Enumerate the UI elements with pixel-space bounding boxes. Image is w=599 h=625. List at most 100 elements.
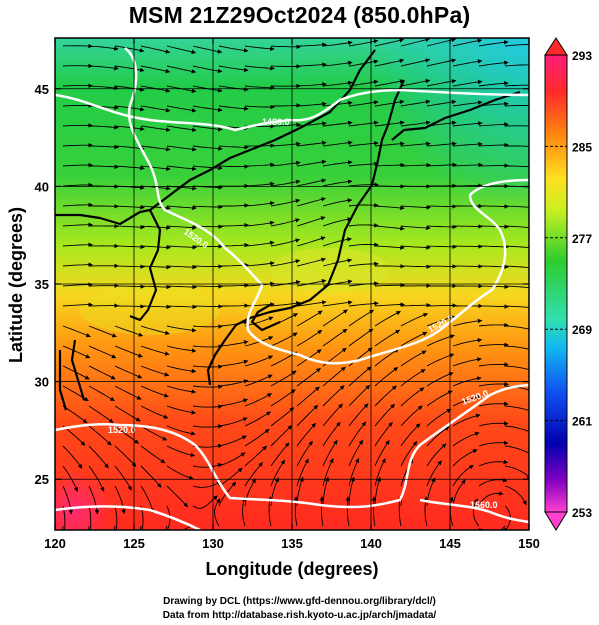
- streamline-arrow: [504, 285, 529, 288]
- streamline-arrow: [426, 372, 454, 387]
- streamline-arrow: [452, 413, 481, 427]
- streamline-arrow: [218, 398, 248, 407]
- streamline-arrow: [114, 244, 145, 250]
- streamline-arrow: [244, 393, 272, 407]
- streamline-arrow: [270, 160, 301, 167]
- streamline-arrow: [322, 60, 353, 67]
- y-tick-label: 30: [35, 375, 49, 390]
- streamline-arrow: [192, 165, 223, 171]
- streamline-arrow: [296, 386, 320, 407]
- streamline-arrow: [374, 310, 401, 327]
- streamline-arrow: [322, 385, 345, 407]
- streamline-arrow: [400, 331, 428, 347]
- streamline-arrow: [62, 262, 93, 267]
- x-tick-label: 125: [123, 536, 145, 551]
- streamline-arrow: [270, 238, 301, 247]
- streamline-arrow: [192, 65, 223, 74]
- streamline-arrow: [244, 355, 274, 367]
- streamline-arrow: [296, 140, 327, 147]
- streamline-arrow: [400, 387, 425, 407]
- streamline-arrow: [219, 203, 249, 208]
- streamline-arrow: [452, 141, 483, 147]
- streamline-arrow: [478, 244, 509, 250]
- streamline-arrow: [472, 498, 480, 527]
- streamline-arrow: [114, 45, 145, 53]
- streamline-arrow: [322, 198, 353, 207]
- streamline-arrow: [296, 42, 327, 48]
- streamline-arrow: [192, 495, 218, 509]
- streamline-arrow: [140, 125, 171, 132]
- streamline-arrow: [166, 205, 197, 211]
- colorbar-tick-label: 277: [572, 232, 592, 246]
- streamline-arrow: [400, 99, 431, 107]
- streamline-arrow: [504, 365, 529, 370]
- streamline-arrow: [140, 405, 169, 419]
- streamline-arrow: [114, 445, 137, 467]
- streamline-arrow: [504, 405, 529, 412]
- streamline-arrow: [400, 245, 431, 250]
- streamline-arrow: [322, 120, 353, 127]
- streamline-arrow: [241, 496, 246, 527]
- streamline-arrow: [452, 100, 483, 107]
- streamline-arrow: [114, 85, 145, 92]
- streamline-arrow: [192, 284, 223, 289]
- streamline-arrow: [140, 485, 155, 514]
- streamline-arrow: [166, 225, 197, 230]
- streamline-arrow: [114, 65, 145, 73]
- streamline-arrow: [479, 204, 509, 209]
- streamline-arrow: [452, 318, 483, 327]
- streamline-arrow: [218, 467, 243, 487]
- streamline-arrow: [270, 122, 301, 128]
- height-contours: [55, 47, 529, 530]
- streamline-arrow: [166, 125, 197, 132]
- streamline-arrow: [192, 344, 223, 349]
- streamline-arrow: [140, 345, 170, 356]
- colorbar-gradient: [544, 54, 568, 513]
- streamline-arrow: [452, 264, 483, 269]
- streamline-arrow: [478, 60, 509, 67]
- streamline-arrow: [62, 325, 91, 338]
- streamline-arrow: [504, 64, 529, 67]
- streamline-arrow: [452, 357, 482, 367]
- streamline-arrow: [504, 485, 527, 506]
- streamline-arrow: [192, 125, 223, 132]
- y-tick-label: 25: [35, 472, 49, 487]
- streamline-arrow: [348, 476, 355, 507]
- streamline-arrow: [400, 162, 431, 168]
- streamline-arrow: [322, 458, 334, 487]
- streamline-arrow: [348, 223, 379, 228]
- streamline-arrow: [88, 325, 117, 338]
- x-tick-label: 145: [439, 536, 461, 551]
- streamline-arrow: [218, 164, 249, 169]
- streamline-arrow: [140, 365, 170, 377]
- streamline-arrow: [140, 145, 171, 152]
- streamline-arrow: [348, 182, 379, 187]
- streamline-arrow: [348, 366, 372, 387]
- streamline-arrow: [166, 425, 196, 436]
- streamline-arrow: [322, 237, 352, 247]
- streamline-arrow: [166, 345, 197, 353]
- streamline-arrow: [452, 464, 474, 487]
- streamline-arrow: [218, 452, 246, 467]
- streamline-arrow: [270, 332, 298, 347]
- colorbar-tick-label: 261: [572, 415, 592, 429]
- streamline-arrow: [296, 197, 326, 207]
- streamline-arrow: [244, 181, 275, 187]
- streamline-arrow: [296, 367, 321, 387]
- x-tick-label: 140: [360, 536, 382, 551]
- streamline-arrow: [166, 485, 189, 508]
- streamline-arrow: [270, 389, 296, 407]
- streamline-arrow: [244, 428, 270, 447]
- streamline-arrow: [140, 45, 171, 54]
- streamline-arrow: [244, 220, 275, 227]
- streamline-arrow: [62, 405, 88, 424]
- streamline-arrow: [322, 217, 352, 227]
- streamline-arrow: [270, 459, 286, 487]
- streamline-arrow: [88, 65, 119, 71]
- colorbar-tick-label: 269: [572, 323, 592, 337]
- streamline-arrow: [348, 301, 379, 307]
- streamline-arrow: [244, 411, 271, 427]
- streamline-arrow: [348, 309, 374, 327]
- streamline-arrow: [374, 205, 405, 211]
- streamline-arrow: [270, 44, 301, 50]
